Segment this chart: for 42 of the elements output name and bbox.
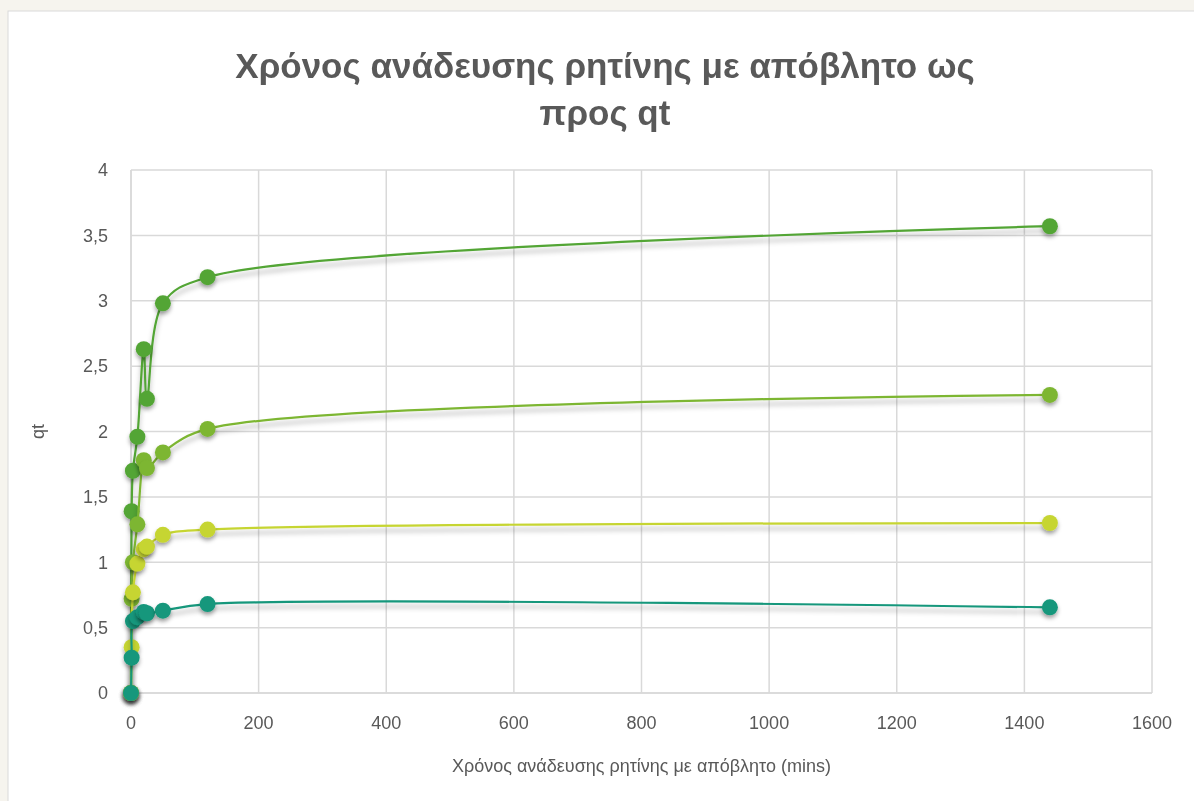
point <box>154 602 171 619</box>
point <box>154 295 171 312</box>
point <box>1041 386 1058 403</box>
chart-title: Χρόνος ανάδευσης ρητίνης με απόβλητο ως προς qt <box>235 46 975 132</box>
y-tick-label: 0 <box>97 683 108 704</box>
point <box>124 462 141 479</box>
x-tick-label: 1200 <box>876 713 917 733</box>
point <box>124 584 141 601</box>
point <box>129 428 146 445</box>
point <box>129 555 146 572</box>
point <box>138 390 155 407</box>
x-tick-label: 0 <box>125 713 137 733</box>
point <box>138 460 155 477</box>
y-tick-label: 1 <box>97 552 108 573</box>
y-tick-label: 0,5 <box>82 617 108 638</box>
point <box>154 444 171 461</box>
x-tick-label: 200 <box>243 713 274 733</box>
point <box>154 526 171 543</box>
y-axis-title: qt <box>28 423 48 440</box>
x-tick-label: 800 <box>626 713 657 733</box>
y-tick-label: 3 <box>97 291 108 312</box>
x-tick-label: 400 <box>371 713 402 733</box>
point <box>123 649 140 666</box>
point <box>199 420 216 437</box>
point <box>1041 218 1058 235</box>
point <box>1041 515 1058 532</box>
point <box>199 521 216 538</box>
y-tick-label: 4 <box>97 160 108 181</box>
x-tick-label: 1600 <box>1131 713 1173 733</box>
y-tick-label: 2 <box>97 421 108 442</box>
x-tick-label: 1400 <box>1004 713 1045 733</box>
point <box>1041 599 1058 616</box>
x-tick-label: 600 <box>498 713 529 733</box>
point <box>129 516 146 533</box>
y-tick-label: 3,5 <box>82 225 108 246</box>
y-tick-label: 2,5 <box>82 356 108 377</box>
point <box>135 341 152 358</box>
y-tick-label: 1,5 <box>82 487 108 508</box>
point <box>199 269 216 286</box>
x-tick-label: 1000 <box>749 713 790 733</box>
x-axis-title: Χρόνος ανάδευσης ρητίνης με απόβλητο (mins) <box>452 756 831 776</box>
point <box>199 596 216 613</box>
